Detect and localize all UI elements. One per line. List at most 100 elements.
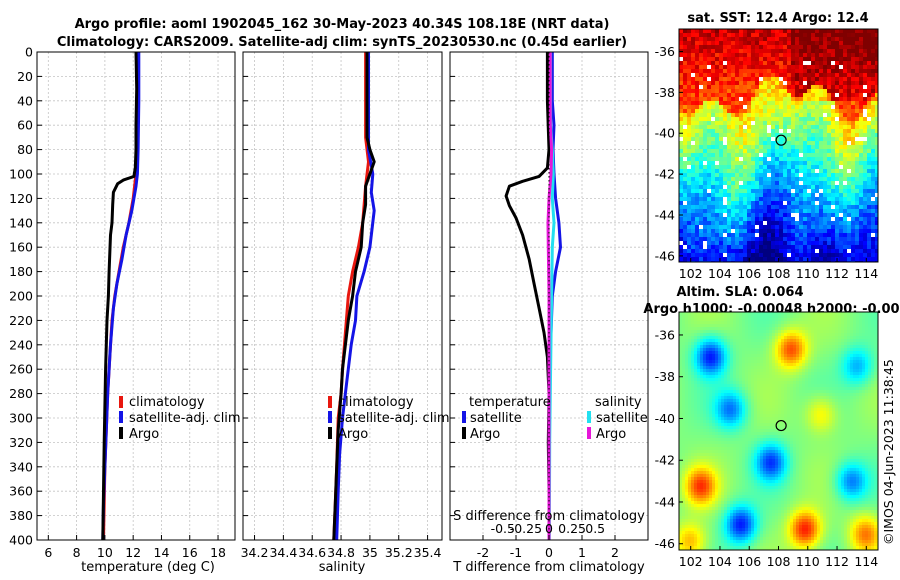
difference-panel: -2 -1 0 1 2-0.5-0.25 0 0.25 0.5 xyxy=(449,51,649,560)
map-cell xyxy=(874,369,878,373)
map-cell xyxy=(859,89,864,94)
map-cell xyxy=(775,109,780,114)
map-cell xyxy=(808,315,812,319)
map-cell xyxy=(745,387,749,391)
map-cell xyxy=(793,345,797,349)
map-cell xyxy=(748,312,752,316)
map-cell xyxy=(731,193,736,198)
map-cell xyxy=(715,117,720,122)
map-cell xyxy=(799,197,804,202)
map-cell xyxy=(742,375,746,379)
map-cell xyxy=(820,384,824,388)
map-cell xyxy=(802,321,806,325)
map-cell xyxy=(783,217,788,222)
map-cell xyxy=(735,93,740,98)
map-cell xyxy=(862,351,866,355)
map-cell xyxy=(838,387,842,391)
map-cell xyxy=(843,221,848,226)
map-cell xyxy=(723,89,728,94)
map-cell xyxy=(851,125,856,130)
map-cell xyxy=(795,225,800,230)
map-cell xyxy=(745,312,749,316)
map-cell xyxy=(730,327,734,331)
map-cell xyxy=(817,369,821,373)
map-cell xyxy=(778,372,782,376)
map-cell xyxy=(811,369,815,373)
map-cell xyxy=(718,333,722,337)
map-cell xyxy=(814,378,818,382)
map-cell xyxy=(739,312,743,316)
map-cell xyxy=(687,129,692,134)
map-cell xyxy=(721,354,725,358)
map-cell xyxy=(835,181,840,186)
map-cell xyxy=(757,333,761,337)
map-cell xyxy=(811,61,816,66)
map-cell xyxy=(775,101,780,106)
map-cell xyxy=(687,189,692,194)
map-cell xyxy=(694,357,698,361)
map-cell xyxy=(743,253,748,258)
map-cell xyxy=(838,378,842,382)
map-cell xyxy=(715,354,719,358)
map-cell xyxy=(699,257,704,262)
map-cell xyxy=(771,125,776,130)
map-cell xyxy=(867,185,872,190)
map-cell xyxy=(871,169,876,174)
map-cell xyxy=(757,348,761,352)
map-cell xyxy=(715,57,720,62)
map-cell xyxy=(731,137,736,142)
map-cell xyxy=(803,165,808,170)
map-cell xyxy=(695,41,700,46)
map-cell xyxy=(703,121,708,126)
map-cell xyxy=(679,378,683,382)
map-cell xyxy=(808,348,812,352)
map-cell xyxy=(745,363,749,367)
map-cell xyxy=(871,137,876,142)
map-cell xyxy=(853,381,857,385)
map-cell xyxy=(747,93,752,98)
map-cell xyxy=(784,348,788,352)
map-cell xyxy=(751,133,756,138)
map-cell xyxy=(832,375,836,379)
map-cell xyxy=(760,372,764,376)
map-cell xyxy=(859,133,864,138)
map-cell xyxy=(875,49,878,54)
map-cell xyxy=(739,121,744,126)
map-cell xyxy=(688,360,692,364)
map-cell xyxy=(875,253,878,258)
map-cell xyxy=(847,145,852,150)
map-cell xyxy=(803,41,808,46)
map-cell xyxy=(715,181,720,186)
map-cell xyxy=(742,387,746,391)
map-cell xyxy=(687,53,692,58)
map-cell xyxy=(723,33,728,38)
map-x-tick-label: 110 xyxy=(796,266,820,281)
map-cell xyxy=(735,85,740,90)
map-cell xyxy=(779,249,784,254)
map-cell xyxy=(723,249,728,254)
y-tick-label: 360 xyxy=(9,484,33,499)
map-cell xyxy=(799,121,804,126)
map-cell xyxy=(847,85,852,90)
map-cell xyxy=(867,109,872,114)
map-cell xyxy=(799,73,804,78)
map-cell xyxy=(859,217,864,222)
map-cell xyxy=(799,153,804,158)
map-cell xyxy=(715,109,720,114)
map-cell xyxy=(763,165,768,170)
map-cell xyxy=(769,348,773,352)
map-cell xyxy=(771,97,776,102)
map-cell xyxy=(763,241,768,246)
map-cell xyxy=(803,241,808,246)
map-cell xyxy=(719,193,724,198)
map-cell xyxy=(747,229,752,234)
map-cell xyxy=(784,345,788,349)
map-cell xyxy=(700,351,704,355)
map-cell xyxy=(793,369,797,373)
map-cell xyxy=(851,77,856,82)
map-cell xyxy=(747,121,752,126)
map-cell xyxy=(747,233,752,238)
map-cell xyxy=(775,185,780,190)
map-cell xyxy=(787,249,792,254)
map-cell xyxy=(719,169,724,174)
